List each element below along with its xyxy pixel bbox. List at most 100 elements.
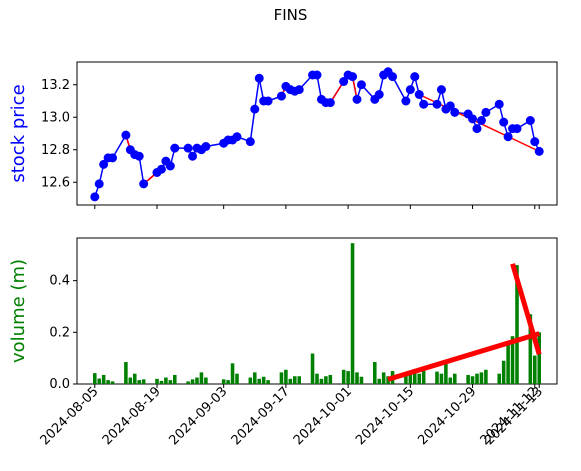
volume-bar <box>221 379 226 384</box>
volume-bar <box>235 373 239 384</box>
volume-bar <box>315 373 319 384</box>
volume-bar <box>515 265 519 384</box>
volume-bar <box>204 377 208 384</box>
volume-ytick-label: 0.2 <box>49 325 70 340</box>
price-point <box>450 107 460 117</box>
price-point <box>476 116 486 125</box>
volume-trendline <box>510 263 542 355</box>
volume-bar <box>346 371 350 384</box>
volume-bar <box>408 371 413 384</box>
volume-xtick-label: 2024-10-15 <box>353 384 417 448</box>
volume-bar <box>284 369 288 384</box>
volume-bar <box>501 360 506 384</box>
price-point <box>232 132 242 142</box>
volume-bar <box>377 378 381 384</box>
volume-bar <box>350 243 355 384</box>
volume-bar <box>484 369 488 384</box>
volume-bar <box>248 377 253 384</box>
volume-bar <box>230 363 235 384</box>
volume-bar <box>404 374 408 384</box>
volume-bar <box>373 362 377 384</box>
price-point <box>436 85 446 95</box>
volume-xtick-label: 2024-10-01 <box>291 384 355 448</box>
volume-bar <box>293 376 297 384</box>
price-point <box>165 161 175 171</box>
volume-bar <box>93 373 97 384</box>
price-point <box>201 142 211 151</box>
price-ytick-label: 13.0 <box>41 110 70 125</box>
price-point <box>156 164 166 174</box>
price-point <box>134 151 144 161</box>
price-point <box>294 85 304 95</box>
volume-bar <box>310 353 315 384</box>
price-point <box>108 153 118 163</box>
volume-bar <box>261 376 266 384</box>
price-point <box>339 77 349 86</box>
price-point <box>312 70 322 80</box>
price-point <box>401 96 411 106</box>
price-point <box>530 137 540 147</box>
volume-bar <box>475 373 479 384</box>
price-point <box>183 143 193 153</box>
price-ytick-label: 12.6 <box>41 175 70 190</box>
price-point <box>419 99 429 109</box>
volume-bar <box>128 377 133 384</box>
volume-bar <box>253 372 257 384</box>
volume-bar <box>319 378 324 384</box>
price-point <box>494 99 504 109</box>
volume-bar <box>266 380 270 384</box>
volume-bar <box>288 378 293 384</box>
volume-bar <box>164 377 168 384</box>
price-point <box>432 99 442 109</box>
figure-title: FINS <box>273 6 308 24</box>
volume-bar <box>226 380 230 384</box>
price-point <box>468 114 478 124</box>
volume-bar <box>341 369 346 384</box>
volume-bar <box>510 336 515 384</box>
price-point <box>325 98 335 108</box>
price-point <box>188 151 198 161</box>
volume-xtick-label: 2024-11-13 <box>482 384 546 448</box>
price-ytick-label: 12.8 <box>41 143 70 158</box>
volume-bar <box>466 374 470 384</box>
volume-bar <box>173 374 177 384</box>
price-point <box>139 179 149 189</box>
volume-bar <box>506 341 510 384</box>
volume-bar <box>110 381 115 384</box>
price-point <box>94 179 104 189</box>
volume-bar <box>413 372 417 384</box>
volume-bar <box>421 369 426 384</box>
volume-bar <box>328 374 333 384</box>
price-point <box>263 96 273 106</box>
volume-bar <box>448 377 453 384</box>
price-point <box>374 90 384 99</box>
price-point <box>356 80 366 90</box>
volume-trendline <box>387 331 540 382</box>
volume-bar <box>124 362 128 384</box>
volume-bar <box>101 374 106 384</box>
price-axes-frame <box>76 61 558 206</box>
volume-bar <box>533 355 537 384</box>
volume-bar <box>470 376 475 384</box>
volume-bar <box>386 376 390 384</box>
price-point <box>499 117 509 127</box>
volume-bar <box>528 314 533 384</box>
volume-bar <box>199 372 204 384</box>
price-point <box>410 72 420 82</box>
volume-xtick-label: 2024-09-17 <box>229 384 293 448</box>
price-point <box>276 91 286 101</box>
volume-bar <box>355 372 359 384</box>
volume-bar <box>439 373 444 384</box>
volume-bar <box>324 376 328 384</box>
volume-bar <box>381 372 386 384</box>
volume-bar <box>479 372 484 384</box>
price-point <box>170 143 180 153</box>
volume-xtick-label: 2024-10-29 <box>415 384 479 448</box>
volume-bar <box>435 371 439 384</box>
volume-ytick-label: 0.0 <box>49 377 70 392</box>
volume-bar <box>137 380 141 384</box>
volume-ylabel: volume (m) <box>8 259 29 363</box>
price-ytick-label: 13.2 <box>41 78 70 93</box>
volume-bar <box>297 376 301 384</box>
